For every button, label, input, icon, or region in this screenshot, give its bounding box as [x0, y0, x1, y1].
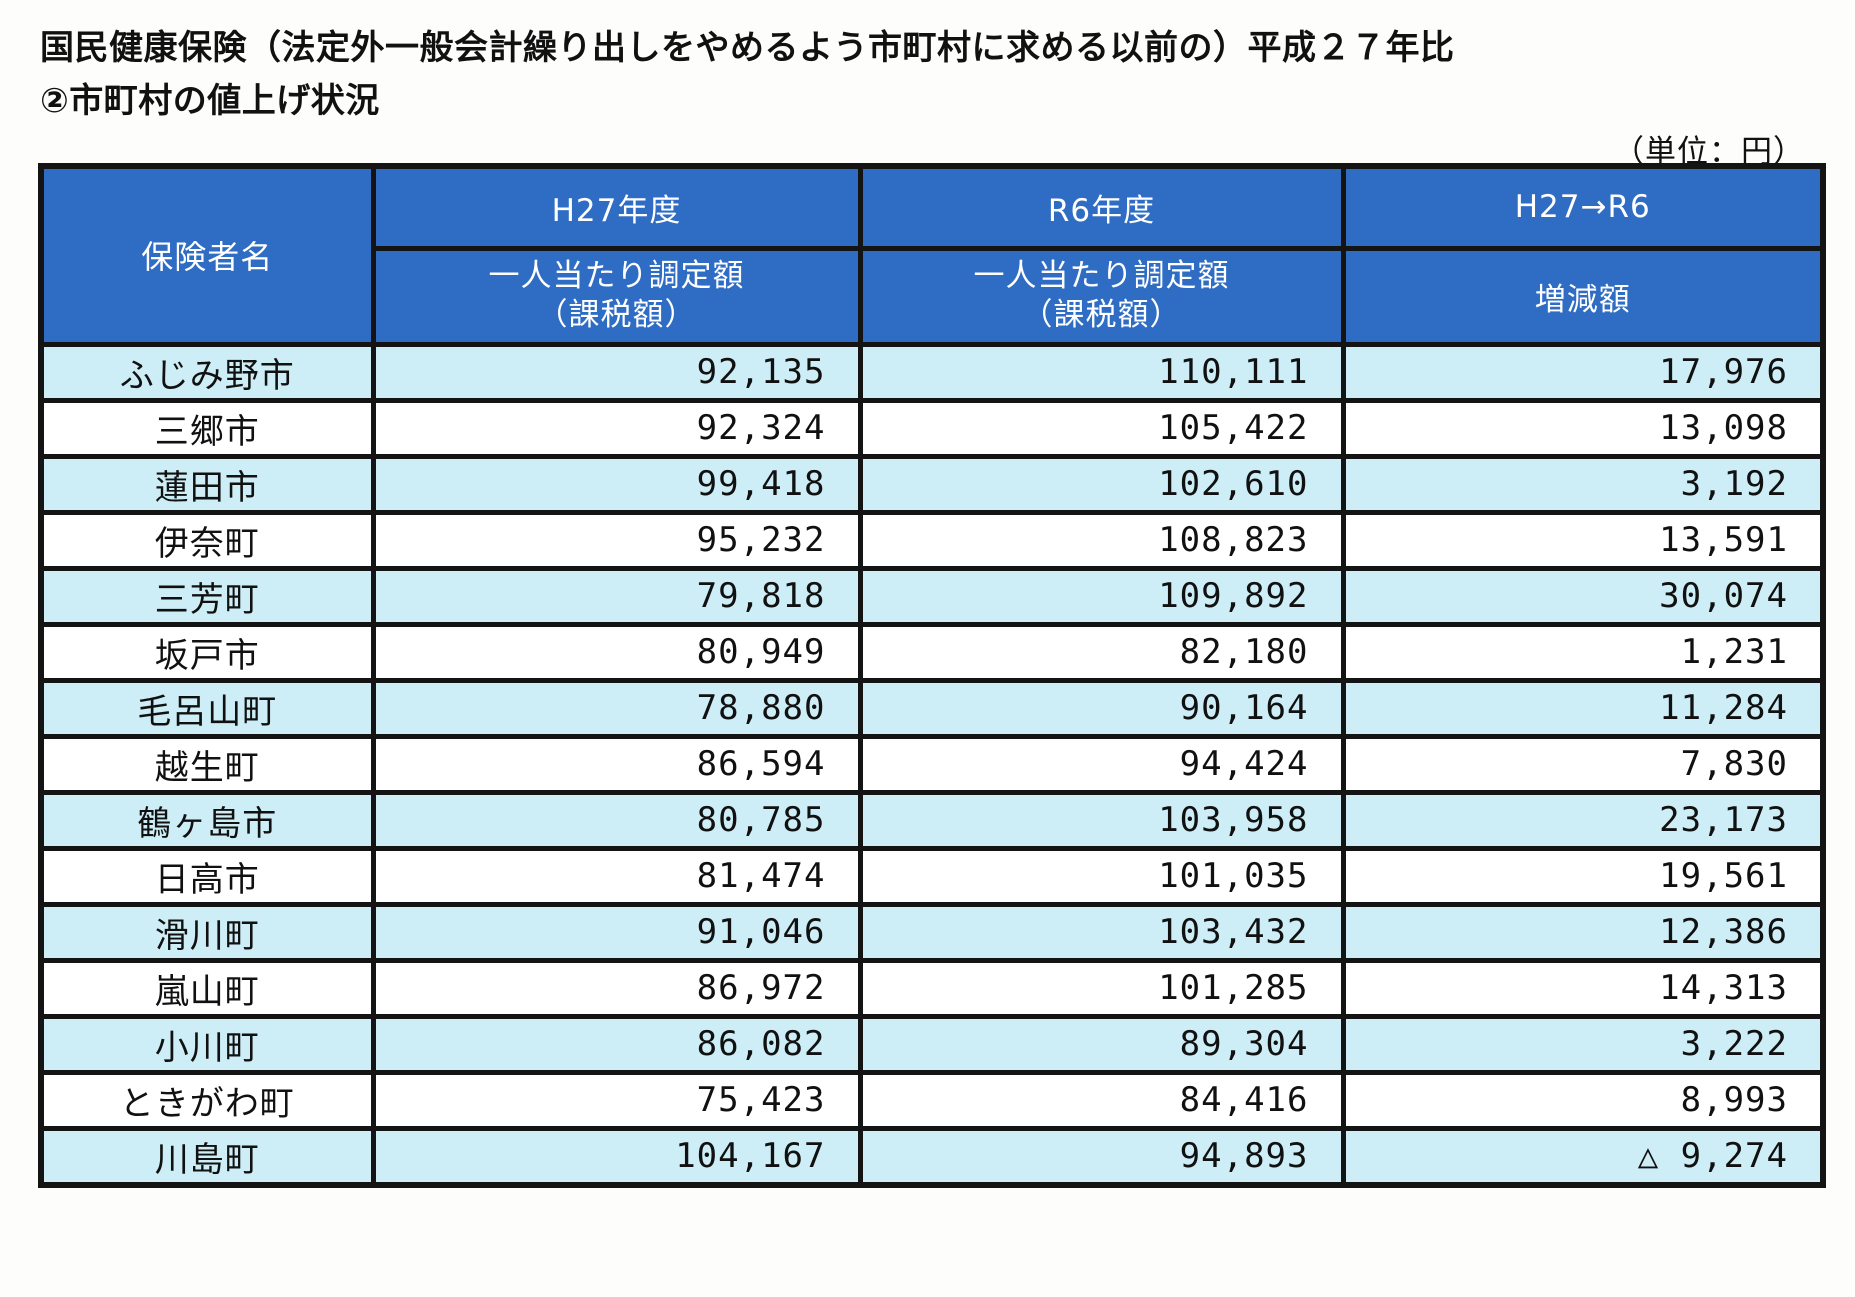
h27-amount-cell: 92,135: [370, 341, 863, 403]
table-row: 毛呂山町 78,880 90,164 11,284: [38, 677, 1826, 739]
r6-amount-cell: 89,304: [857, 1013, 1346, 1075]
diff-amount-cell: 30,074: [1340, 565, 1826, 627]
municipality-name-cell: ふじみ野市: [38, 341, 376, 403]
municipality-name-cell: ときがわ町: [38, 1069, 376, 1131]
diff-amount-cell: △ 9,274: [1340, 1125, 1826, 1187]
table-row: 三郷市 92,324 105,422 13,098: [38, 397, 1826, 459]
municipality-name-cell: 滑川町: [38, 901, 376, 963]
diff-amount-cell: 13,098: [1340, 397, 1826, 459]
table-row: 小川町 86,082 89,304 3,222: [38, 1013, 1826, 1075]
r6-amount-cell: 90,164: [857, 677, 1346, 739]
municipality-name-cell: 鶴ヶ島市: [38, 789, 376, 851]
table-header-row-subtitles: 一人当たり調定額 （課税額） 一人当たり調定額 （課税額） 増減額: [41, 245, 1826, 347]
r6-amount-cell: 101,035: [857, 845, 1346, 907]
municipality-name-cell: 蓮田市: [38, 453, 376, 515]
municipality-name-cell: 三芳町: [38, 565, 376, 627]
h27-amount-cell: 95,232: [370, 509, 863, 571]
table-row: 越生町 86,594 94,424 7,830: [38, 733, 1826, 795]
header-diff-subtitle: 増減額: [1340, 245, 1826, 347]
municipality-name-cell: 川島町: [38, 1125, 376, 1187]
h27-amount-cell: 78,880: [370, 677, 863, 739]
document-title-line2: ②市町村の値上げ状況: [40, 80, 380, 121]
municipality-name-cell: 坂戸市: [38, 621, 376, 683]
r6-amount-cell: 109,892: [857, 565, 1346, 627]
insurance-rate-table: 保険者名 H27年度 R6年度 H27→R6 一人当たり調定額 （課税額） 一人…: [38, 163, 1826, 1188]
header-h27-subtitle: 一人当たり調定額 （課税額）: [370, 245, 863, 347]
header-diff-year: H27→R6: [1340, 163, 1826, 251]
diff-amount-cell: 19,561: [1340, 845, 1826, 907]
table-row: 坂戸市 80,949 82,180 1,231: [38, 621, 1826, 683]
r6-amount-cell: 110,111: [857, 341, 1346, 403]
h27-amount-cell: 86,082: [370, 1013, 863, 1075]
table-row: 滑川町 91,046 103,432 12,386: [38, 901, 1826, 963]
diff-amount-cell: 23,173: [1340, 789, 1826, 851]
table-row: 日高市 81,474 101,035 19,561: [38, 845, 1826, 907]
r6-amount-cell: 94,424: [857, 733, 1346, 795]
table-row: 鶴ヶ島市 80,785 103,958 23,173: [38, 789, 1826, 851]
municipality-name-cell: 三郷市: [38, 397, 376, 459]
r6-amount-cell: 103,432: [857, 901, 1346, 963]
municipality-name-cell: 伊奈町: [38, 509, 376, 571]
r6-amount-cell: 108,823: [857, 509, 1346, 571]
h27-amount-cell: 104,167: [370, 1125, 863, 1187]
table-row: 川島町 104,167 94,893 △ 9,274: [38, 1125, 1826, 1187]
header-r6-year: R6年度: [857, 163, 1346, 251]
header-r6-subtitle-line2: （課税額）: [1021, 297, 1182, 333]
h27-amount-cell: 92,324: [370, 397, 863, 459]
municipality-name-cell: 小川町: [38, 1013, 376, 1075]
diff-amount-cell: 17,976: [1340, 341, 1826, 403]
r6-amount-cell: 105,422: [857, 397, 1346, 459]
diff-amount-cell: 8,993: [1340, 1069, 1826, 1131]
diff-amount-cell: 1,231: [1340, 621, 1826, 683]
diff-amount-cell: 3,192: [1340, 453, 1826, 515]
r6-amount-cell: 103,958: [857, 789, 1346, 851]
h27-amount-cell: 99,418: [370, 453, 863, 515]
r6-amount-cell: 82,180: [857, 621, 1346, 683]
h27-amount-cell: 75,423: [370, 1069, 863, 1131]
document-title-line1: 国民健康保険（法定外一般会計繰り出しをやめるよう市町村に求める以前の）平成２７年…: [40, 28, 1455, 68]
r6-amount-cell: 94,893: [857, 1125, 1346, 1187]
h27-amount-cell: 80,949: [370, 621, 863, 683]
municipality-name-cell: 毛呂山町: [38, 677, 376, 739]
municipality-name-cell: 嵐山町: [38, 957, 376, 1019]
h27-amount-cell: 79,818: [370, 565, 863, 627]
table-row: ときがわ町 75,423 84,416 8,993: [38, 1069, 1826, 1131]
diff-amount-cell: 13,591: [1340, 509, 1826, 571]
diff-amount-cell: 14,313: [1340, 957, 1826, 1019]
table-row: 伊奈町 95,232 108,823 13,591: [38, 509, 1826, 571]
municipality-name-cell: 越生町: [38, 733, 376, 795]
header-h27-subtitle-line1: 一人当たり調定額: [488, 258, 745, 295]
h27-amount-cell: 86,594: [370, 733, 863, 795]
diff-amount-cell: 3,222: [1340, 1013, 1826, 1075]
diff-amount-cell: 11,284: [1340, 677, 1826, 739]
r6-amount-cell: 102,610: [857, 453, 1346, 515]
r6-amount-cell: 101,285: [857, 957, 1346, 1019]
header-h27-subtitle-line2: （課税額）: [536, 297, 697, 333]
h27-amount-cell: 80,785: [370, 789, 863, 851]
diff-amount-cell: 12,386: [1340, 901, 1826, 963]
municipality-name-cell: 日高市: [38, 845, 376, 907]
table-row: 嵐山町 86,972 101,285 14,313: [38, 957, 1826, 1019]
table-row: ふじみ野市 92,135 110,111 17,976: [38, 341, 1826, 403]
table-row: 三芳町 79,818 109,892 30,074: [38, 565, 1826, 627]
h27-amount-cell: 81,474: [370, 845, 863, 907]
h27-amount-cell: 86,972: [370, 957, 863, 1019]
table-row: 蓮田市 99,418 102,610 3,192: [38, 453, 1826, 515]
h27-amount-cell: 91,046: [370, 901, 863, 963]
header-h27-year: H27年度: [370, 163, 863, 251]
header-r6-subtitle: 一人当たり調定額 （課税額）: [857, 245, 1346, 347]
header-r6-subtitle-line1: 一人当たり調定額: [973, 258, 1230, 295]
document-title-block: 国民健康保険（法定外一般会計繰り出しをやめるよう市町村に求める以前の）平成２７年…: [40, 22, 1455, 127]
diff-amount-cell: 7,830: [1340, 733, 1826, 795]
header-insurer-name: 保険者名: [38, 163, 376, 347]
table-header-row-years: 保険者名 H27年度 R6年度 H27→R6: [38, 163, 1826, 347]
r6-amount-cell: 84,416: [857, 1069, 1346, 1131]
